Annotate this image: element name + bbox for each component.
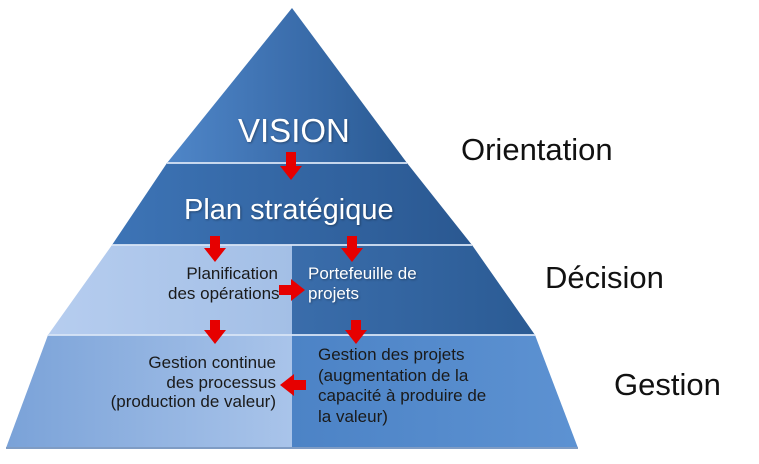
label-gestion-projets-line1: Gestion des projets xyxy=(318,345,465,364)
arrow-down-plan-to-planification xyxy=(204,236,226,262)
tier-planification xyxy=(48,245,292,335)
label-gestion-projets: Gestion des projets (augmentation de la … xyxy=(318,345,486,428)
label-gestion-projets-line3: capacité à produire de xyxy=(318,386,487,406)
tier-gestion-projets xyxy=(292,335,578,448)
label-gestion-projets-line4: la valeur) xyxy=(318,407,388,427)
level-orientation: Orientation xyxy=(461,132,613,167)
arrow-left-gestion-projets-to-gestion-continue xyxy=(280,374,306,396)
tier-gestion-continue xyxy=(6,335,292,448)
level-decision: Décision xyxy=(545,260,664,295)
label-portefeuille: Portefeuille de projets xyxy=(308,264,417,303)
label-planification: Planification des opérations xyxy=(168,264,280,303)
label-planification-line2: des opérations xyxy=(168,283,280,303)
arrow-down-plan-to-portefeuille xyxy=(341,236,363,262)
arrow-right-planification-to-portefeuille xyxy=(279,279,305,301)
label-gestion-continue-line1: Gestion continue xyxy=(148,353,276,372)
arrow-down-planification-to-gestion-continue xyxy=(204,320,226,344)
label-portefeuille-line2: projets xyxy=(308,283,360,303)
tier-portefeuille xyxy=(292,245,535,335)
arrow-down-vision-to-plan xyxy=(280,152,302,180)
flow-arrows xyxy=(204,152,367,396)
level-gestion: Gestion xyxy=(614,367,721,402)
arrow-down-portefeuille-to-gestion-projets xyxy=(345,320,367,344)
label-vision: VISION xyxy=(238,112,350,149)
label-portefeuille-line1: Portefeuille de xyxy=(308,264,417,283)
label-gestion-projets-line2: (augmentation de la xyxy=(318,365,469,385)
tier-plan xyxy=(112,163,472,245)
label-plan-strategique: Plan stratégique xyxy=(184,194,394,226)
label-gestion-continue-line3: (production de valeur) xyxy=(110,392,276,412)
label-planification-line1: Planification xyxy=(186,264,278,283)
tier-vision xyxy=(167,8,407,163)
label-gestion-continue-line2: des processus xyxy=(166,372,276,392)
label-gestion-continue: Gestion continue des processus (producti… xyxy=(76,353,276,412)
